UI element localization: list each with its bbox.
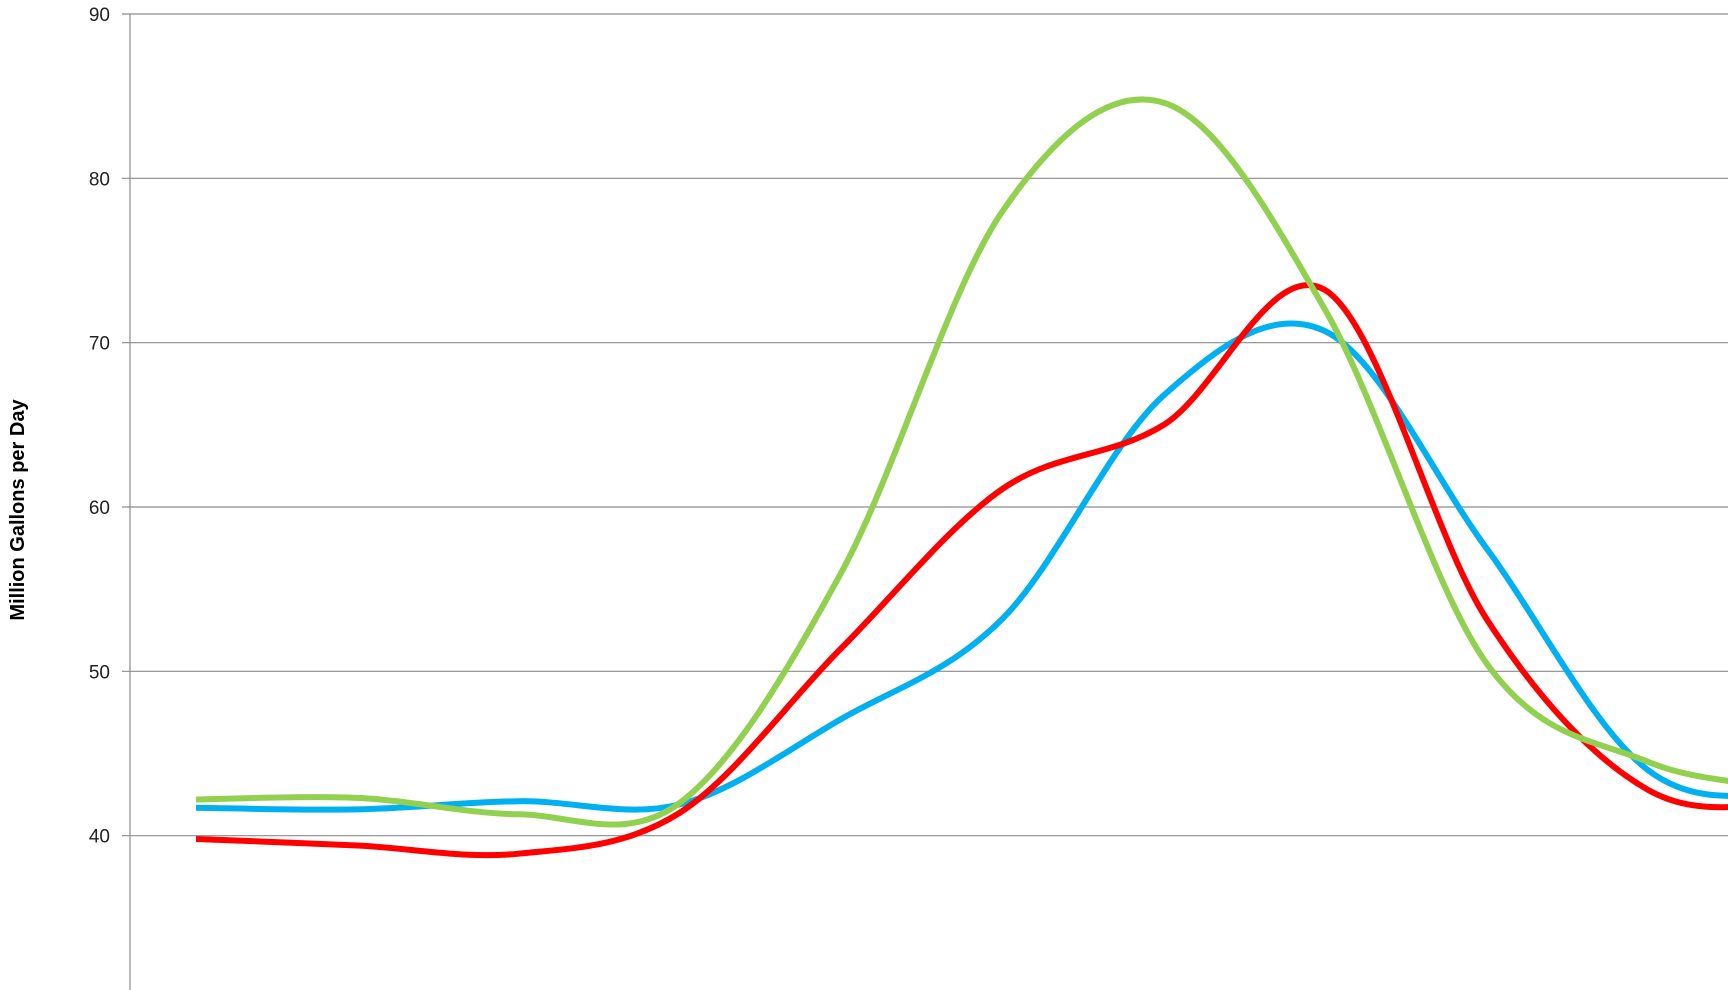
gridlines: [122, 13, 1728, 837]
y-tick-label: 90: [89, 5, 110, 26]
y-tick-label: 60: [89, 498, 110, 519]
series-lines: [195, 96, 1728, 859]
y-tick-labels: 30405060708090: [89, 5, 110, 848]
y-tick-label: 40: [89, 827, 110, 848]
series-line-3: [195, 96, 1728, 828]
y-tick-label: 70: [89, 334, 110, 355]
y-tick-label: 50: [89, 662, 110, 683]
series-line-2: [195, 282, 1728, 859]
y-tick-label: 80: [89, 169, 110, 190]
series-line-1: [195, 320, 1728, 813]
y-axis-title: Million Gallons per Day: [7, 399, 29, 621]
